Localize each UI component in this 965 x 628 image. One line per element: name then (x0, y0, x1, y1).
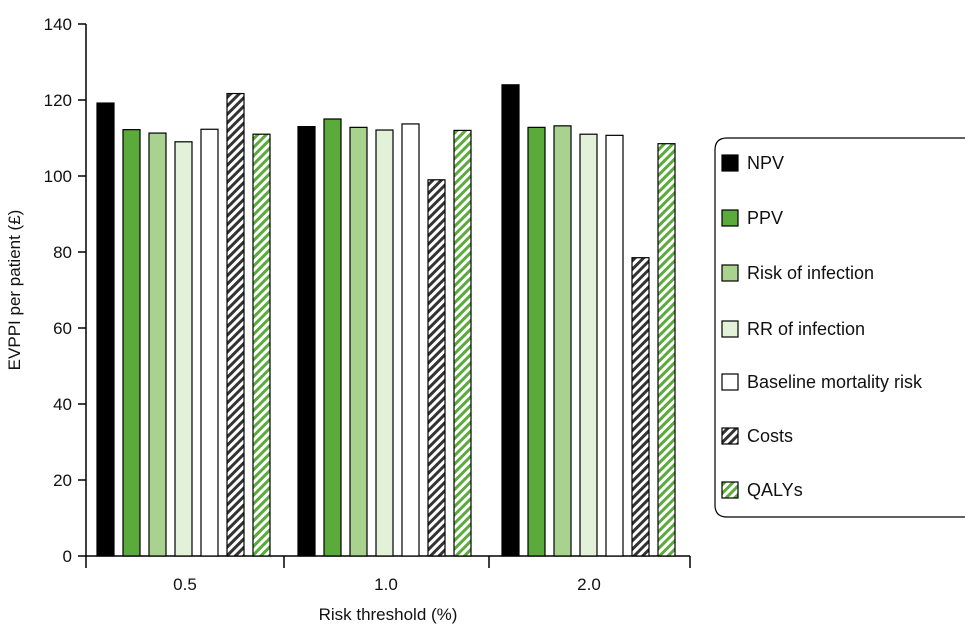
x-tick-label: 0.5 (173, 575, 197, 594)
bar-baseline-mortality-risk-1-0 (401, 123, 420, 557)
legend-label: Risk of infection (747, 263, 874, 283)
bar-npv-2-0 (501, 84, 520, 557)
bars (96, 84, 676, 557)
legend-swatch (721, 373, 739, 391)
legend-swatch (721, 209, 739, 227)
bar-ppv-2-0 (527, 126, 546, 557)
bar-ppv-0-5 (122, 129, 141, 557)
bar-costs-1-0 (427, 179, 446, 557)
bar-rr-of-infection-1-0 (375, 129, 394, 557)
legend-label: Baseline mortality risk (747, 372, 923, 392)
legend-swatch (721, 320, 739, 338)
bar-costs-2-0 (631, 257, 650, 557)
legend-label: NPV (747, 153, 784, 173)
y-tick-label: 100 (44, 167, 72, 186)
bar-rr-of-infection-2-0 (579, 133, 598, 557)
bar-risk-of-infection-1-0 (349, 126, 368, 557)
legend: NPV PPV Risk of infection RR of infection Ba… (714, 137, 965, 518)
bar-risk-of-infection-2-0 (553, 125, 572, 557)
bar-rr-of-infection-0-5 (174, 141, 193, 557)
legend-items: NPV PPV Risk of infection RR of infection Ba… (721, 153, 923, 500)
bar-qalys-2-0 (657, 143, 676, 557)
legend-frame (714, 137, 965, 518)
x-tick-label: 1.0 (374, 575, 398, 594)
y-tick-label: 20 (53, 471, 72, 490)
bar-npv-1-0 (297, 125, 316, 557)
legend-swatch (721, 154, 739, 172)
legend-swatch (721, 264, 739, 282)
y-tick-label: 120 (44, 91, 72, 110)
bar-costs-0-5 (226, 92, 245, 557)
bar-baseline-mortality-risk-0-5 (200, 128, 219, 557)
y-tick-label: 140 (44, 15, 72, 34)
y-ticks: 0 20 40 60 80 100 120 140 (44, 15, 86, 566)
y-tick-label: 80 (53, 243, 72, 262)
bar-qalys-1-0 (453, 129, 472, 557)
bar-npv-0-5 (96, 102, 115, 557)
y-tick-label: 40 (53, 395, 72, 414)
y-axis-label: EVPPI per patient (£) (5, 210, 24, 371)
x-axis-label: Risk threshold (%) (319, 605, 458, 624)
bar-qalys-0-5 (252, 133, 271, 557)
x-tick-label: 2.0 (577, 575, 601, 594)
bar-ppv-1-0 (323, 118, 342, 557)
legend-label: QALYs (747, 480, 803, 500)
legend-swatch (721, 427, 739, 445)
y-tick-label: 60 (53, 319, 72, 338)
bar-baseline-mortality-risk-2-0 (605, 134, 624, 557)
bar-risk-of-infection-0-5 (148, 132, 167, 557)
legend-swatch (721, 481, 739, 499)
x-ticks: 0.5 1.0 2.0 (85, 556, 691, 594)
legend-label: PPV (747, 208, 783, 228)
legend-label: RR of infection (747, 319, 865, 339)
legend-label: Costs (747, 426, 793, 446)
y-tick-label: 0 (63, 547, 72, 566)
